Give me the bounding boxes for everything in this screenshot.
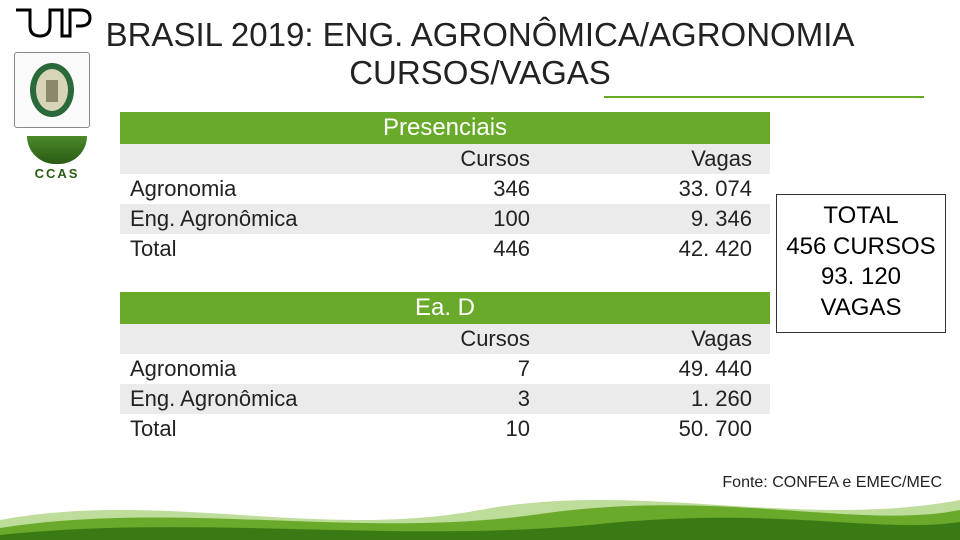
row-name: Total (120, 414, 330, 444)
row-cursos: 3 (330, 384, 540, 414)
total-box: TOTAL 456 CURSOS 93. 120 VAGAS (776, 194, 946, 333)
row-vagas: 42. 420 (540, 234, 770, 264)
waves-decoration (0, 480, 960, 540)
col-vagas: Vagas (540, 324, 770, 354)
row-name: Eng. Agronômica (120, 384, 330, 414)
table-presenciais: Presenciais Cursos Vagas Agronomia 346 3… (120, 112, 770, 264)
row-vagas: 49. 440 (540, 354, 770, 384)
ccas-logo: CCAS (14, 136, 100, 196)
table-ead: Ea. D Cursos Vagas Agronomia 7 49. 440 E… (120, 292, 770, 444)
row-cursos: 346 (330, 174, 540, 204)
col-cursos: Cursos (330, 324, 540, 354)
row-vagas: 1. 260 (540, 384, 770, 414)
row-name: Agronomia (120, 354, 330, 384)
row-vagas: 50. 700 (540, 414, 770, 444)
total-line2: 456 CURSOS (779, 232, 943, 263)
page-title: BRASIL 2019: ENG. AGRONÔMICA/AGRONOMIA C… (60, 16, 900, 92)
total-line1: TOTAL (779, 201, 943, 232)
row-vagas: 33. 074 (540, 174, 770, 204)
col-vagas: Vagas (540, 144, 770, 174)
row-cursos: 7 (330, 354, 540, 384)
row-cursos: 100 (330, 204, 540, 234)
row-name: Agronomia (120, 174, 330, 204)
presenciais-header: Presenciais (120, 112, 770, 144)
title-line1: BRASIL 2019: ENG. AGRONÔMICA/AGRONOMIA (106, 16, 855, 53)
col-cursos: Cursos (330, 144, 540, 174)
title-line2: CURSOS/VAGAS (349, 54, 611, 91)
row-name: Eng. Agronômica (120, 204, 330, 234)
total-line3: 93. 120 (779, 262, 943, 293)
ead-header: Ea. D (120, 292, 770, 324)
row-vagas: 9. 346 (540, 204, 770, 234)
row-cursos: 10 (330, 414, 540, 444)
row-name: Total (120, 234, 330, 264)
total-line4: VAGAS (779, 293, 943, 324)
title-underline (604, 96, 924, 98)
row-cursos: 446 (330, 234, 540, 264)
ccas-text: CCAS (35, 166, 80, 181)
